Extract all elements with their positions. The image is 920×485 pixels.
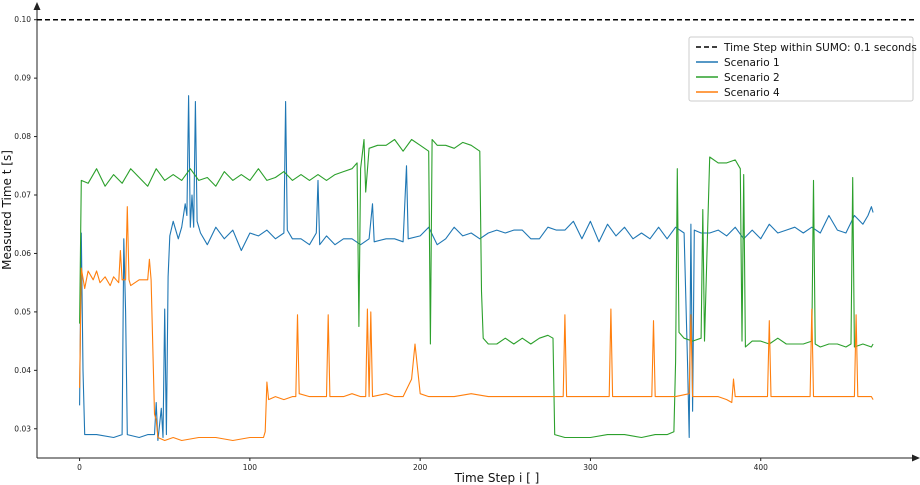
y-tick-label: 0.06 <box>14 249 31 258</box>
series-line-1 <box>79 95 874 442</box>
legend-item-series-3: Scenario 4 <box>696 87 780 99</box>
y-tick-label: 0.07 <box>14 191 31 200</box>
x-axis-title: Time Step i [ ] <box>454 471 540 485</box>
y-axis-title: Measured Time t [s] <box>0 150 14 270</box>
y-ticks: 0.03 0.04 0.05 0.06 0.07 0.08 0.09 0.10 <box>14 15 37 433</box>
legend-box <box>688 36 914 102</box>
series-layer <box>79 95 874 442</box>
y-tick-label: 0.09 <box>14 74 31 83</box>
legend-item-series-2: Scenario 2 <box>696 72 780 84</box>
axes <box>33 2 920 462</box>
x-ticks: 0 100 200 300 400 <box>77 458 768 472</box>
legend-item-series-1: Scenario 1 <box>696 57 780 69</box>
legend-label: Scenario 4 <box>724 87 780 99</box>
legend-label: Time Step within SUMO: 0.1 seconds <box>723 42 917 54</box>
x-tick-label: 300 <box>583 463 598 472</box>
series-line-3 <box>79 206 874 442</box>
y-tick-label: 0.05 <box>14 307 31 316</box>
y-tick-label: 0.10 <box>14 15 31 24</box>
legend: Time Step within SUMO: 0.1 seconds Scenar… <box>688 36 917 102</box>
y-axis-arrow-icon <box>33 2 41 10</box>
x-tick-label: 100 <box>243 463 258 472</box>
series-line-2 <box>79 138 874 439</box>
x-tick-label: 400 <box>754 463 769 472</box>
x-axis-arrow-icon <box>912 454 920 462</box>
x-tick-label: 200 <box>413 463 428 472</box>
legend-item-reference: Time Step within SUMO: 0.1 seconds <box>696 42 917 54</box>
legend-label: Scenario 1 <box>724 57 780 69</box>
y-tick-label: 0.03 <box>14 424 31 433</box>
y-tick-label: 0.04 <box>14 366 31 375</box>
x-tick-label: 0 <box>77 463 82 472</box>
legend-label: Scenario 2 <box>724 72 780 84</box>
legend-items: Time Step within SUMO: 0.1 seconds Scenar… <box>696 42 917 99</box>
y-tick-label: 0.08 <box>14 132 31 141</box>
